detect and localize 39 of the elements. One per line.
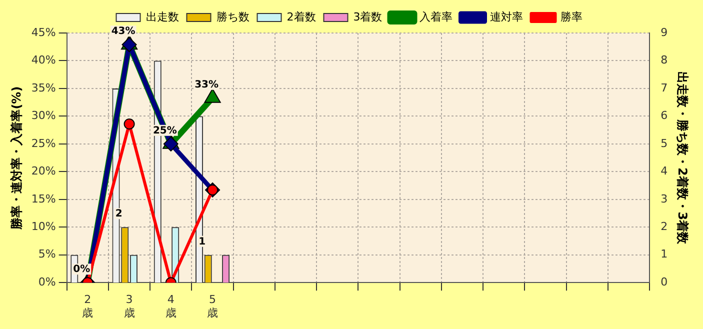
- y2-tick-label: 9: [660, 26, 668, 39]
- y-tick-label: 40%: [31, 54, 56, 67]
- legend-label: 勝ち数: [216, 10, 250, 24]
- data-label: 2: [115, 208, 122, 220]
- y-tick-label: 20%: [31, 164, 56, 178]
- y2-tick-label: 8: [660, 54, 668, 67]
- y2-tick-label: 1: [660, 248, 668, 261]
- y-tick-label: 35%: [31, 81, 56, 94]
- data-label: 1: [198, 236, 206, 248]
- y2-tick-label: 4: [660, 164, 668, 178]
- legend-label: 2着数: [286, 10, 316, 24]
- y-tick-label: 25%: [31, 136, 56, 150]
- y2-tick-label: 5: [660, 136, 668, 150]
- data-label: 43%: [111, 26, 136, 38]
- x-tick-label: 3 歳: [124, 293, 135, 320]
- data-label: 33%: [194, 79, 219, 90]
- legend-label: 連対率: [490, 10, 524, 24]
- data-label: 0%: [73, 264, 90, 276]
- y2-tick-label: 6: [660, 109, 668, 122]
- y2-tick-label: 2: [660, 220, 668, 233]
- x-tick-label: 5 歳: [207, 293, 218, 320]
- x-tick-label: 2 歳: [82, 293, 94, 320]
- y-tick-label: 45%: [31, 26, 56, 39]
- legend-label: 勝率: [560, 10, 583, 24]
- legend-label: 入着率: [420, 10, 453, 24]
- y2-axis-title: 出走数・勝ち数・2着数・3着数: [676, 71, 690, 246]
- x-tick-label: 4 歳: [165, 293, 176, 320]
- y-tick-label: 10%: [31, 220, 56, 233]
- y-axis-title: 勝率・連対率・入着率(%): [9, 86, 24, 230]
- y2-tick-label: 3: [660, 192, 668, 206]
- y2-tick-label: 0: [660, 275, 668, 288]
- y-tick-label: 0%: [38, 275, 56, 288]
- y2-tick-label: 7: [660, 81, 668, 94]
- y-tick-label: 5%: [38, 248, 56, 261]
- legend-label: 3着数: [353, 10, 382, 24]
- data-label: 25%: [152, 126, 177, 137]
- y-tick-label: 15%: [31, 192, 56, 206]
- legend-label: 出走数: [146, 10, 179, 24]
- y-tick-label: 30%: [31, 109, 56, 122]
